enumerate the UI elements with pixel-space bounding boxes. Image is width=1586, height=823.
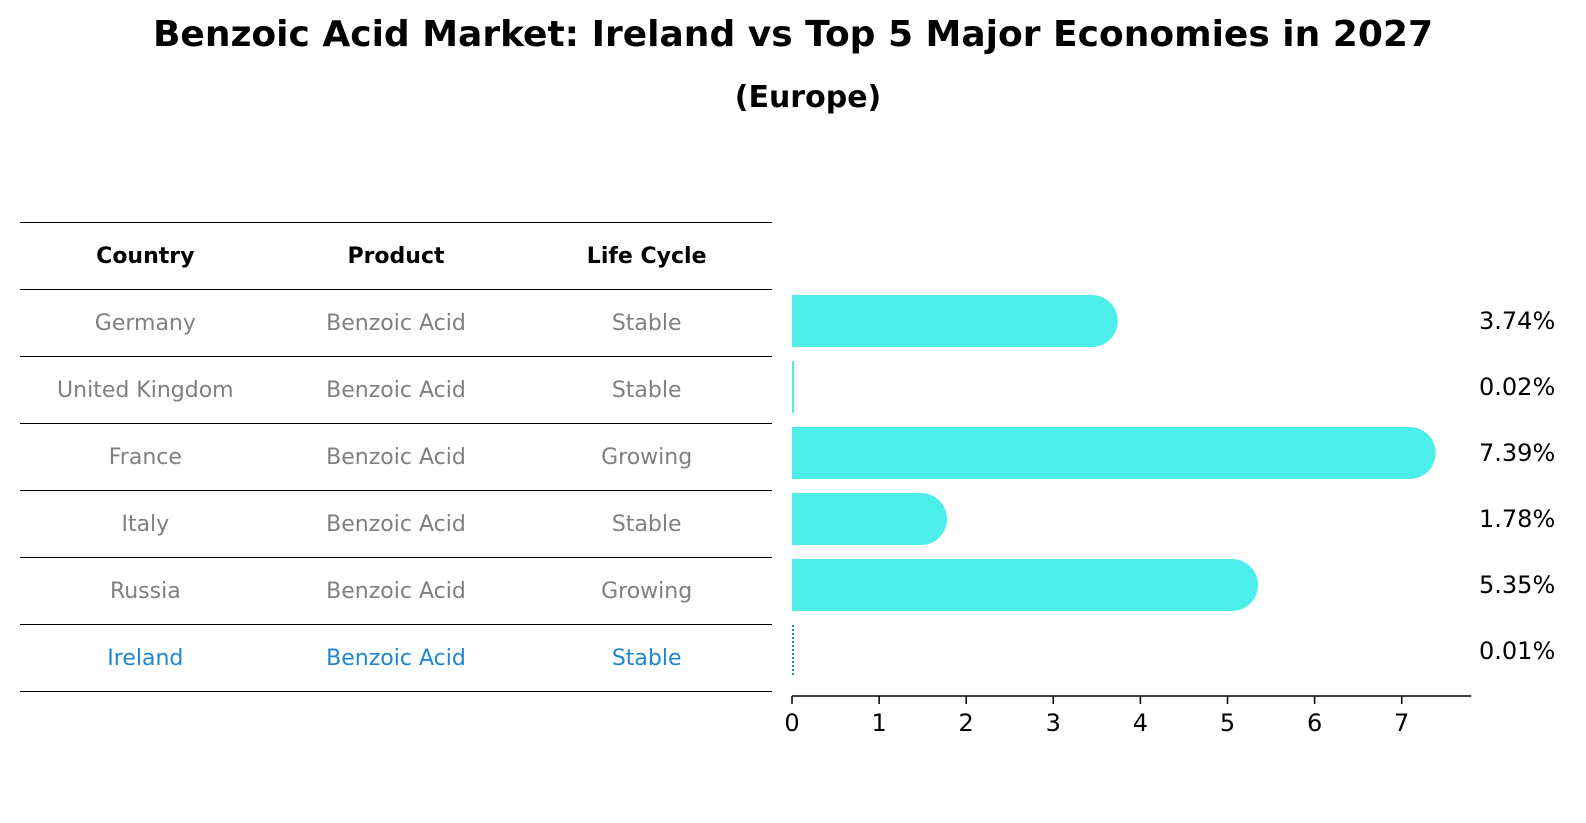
cell-life-cycle: Stable — [521, 624, 772, 692]
x-tick-label: 1 — [871, 709, 886, 737]
table-row: United Kingdom Benzoic Acid Stable — [20, 356, 772, 424]
cell-life-cycle: Stable — [521, 490, 772, 558]
chart-subtitle: (Europe) — [734, 80, 882, 115]
x-tick-label: 6 — [1307, 709, 1322, 737]
x-tick-label: 2 — [959, 709, 974, 737]
cell-life-cycle: Stable — [521, 289, 772, 357]
table-row: Germany Benzoic Acid Stable — [20, 289, 772, 357]
cell-product: Benzoic Acid — [270, 356, 522, 424]
cell-country: France — [20, 423, 271, 491]
cell-country: Germany — [20, 289, 271, 357]
value-label-germany: 3.74% — [1479, 307, 1555, 335]
cell-country: Ireland — [20, 624, 271, 692]
bar-germany — [792, 295, 1118, 347]
x-tick-label: 3 — [1046, 709, 1061, 737]
table-header-row: Country Product Life Cycle — [20, 222, 772, 290]
value-label-russia: 5.35% — [1479, 571, 1555, 599]
cell-life-cycle: Stable — [521, 356, 772, 424]
table-row: France Benzoic Acid Growing — [20, 423, 772, 491]
cell-life-cycle: Growing — [521, 423, 772, 491]
column-header-life-cycle: Life Cycle — [521, 222, 772, 290]
x-tick-label: 4 — [1133, 709, 1148, 737]
value-label-italy: 1.78% — [1479, 505, 1555, 533]
value-label-united-kingdom: 0.02% — [1479, 373, 1555, 401]
table-row: Russia Benzoic Acid Growing — [20, 557, 772, 625]
value-label-france: 7.39% — [1479, 439, 1555, 467]
bar-france — [792, 427, 1436, 479]
cell-product: Benzoic Acid — [270, 423, 522, 491]
chart-title: Benzoic Acid Market: Ireland vs Top 5 Ma… — [152, 14, 1433, 55]
x-tick-label: 7 — [1394, 709, 1409, 737]
table-row-highlighted: Ireland Benzoic Acid Stable — [20, 624, 772, 692]
bar-italy — [792, 493, 948, 545]
x-tick-label: 0 — [784, 709, 799, 737]
cell-product: Benzoic Acid — [270, 557, 522, 625]
table-row: Italy Benzoic Acid Stable — [20, 490, 772, 558]
column-header-country: Country — [20, 222, 271, 290]
x-tick-label: 5 — [1220, 709, 1235, 737]
cell-product: Benzoic Acid — [270, 624, 522, 692]
market-table: Country Product Life Cycle Germany Benzo… — [20, 222, 772, 692]
cell-product: Benzoic Acid — [270, 490, 522, 558]
bar-russia — [792, 559, 1258, 611]
cell-country: Russia — [20, 557, 271, 625]
cell-country: United Kingdom — [20, 356, 271, 424]
value-label-ireland: 0.01% — [1479, 637, 1555, 665]
cell-product: Benzoic Acid — [270, 289, 522, 357]
column-header-product: Product — [270, 222, 522, 290]
cell-life-cycle: Growing — [521, 557, 772, 625]
cell-country: Italy — [20, 490, 271, 558]
